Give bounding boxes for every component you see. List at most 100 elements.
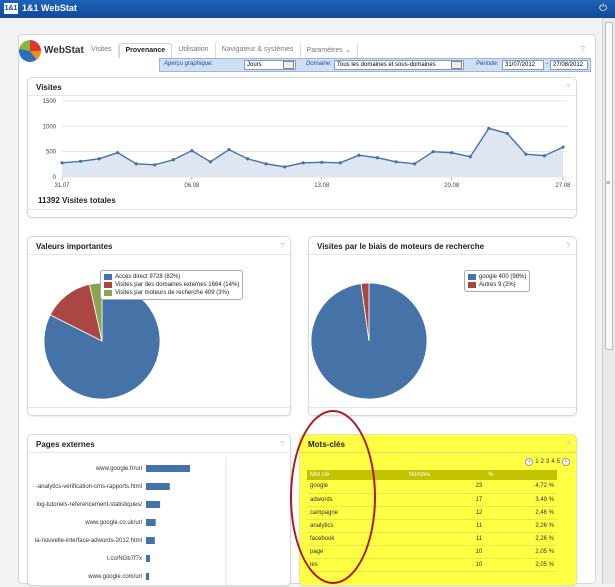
bar	[146, 483, 170, 490]
moteurs-legend: google 400 (98%) Autres 9 (2%)	[464, 270, 531, 292]
page-1[interactable]: 1	[535, 459, 539, 465]
divider	[28, 95, 576, 96]
data-point	[60, 161, 64, 165]
series-line	[61, 127, 564, 168]
power-icon[interactable]: ⏻	[599, 3, 607, 14]
tab-utilisation[interactable]: Utilisation	[172, 43, 216, 58]
bar-category-label: www.google.com/url	[87, 574, 142, 580]
legend-item: google 400 (98%)	[468, 273, 526, 281]
data-point	[227, 148, 231, 152]
tab-navigateur-systemes[interactable]: Navigateur & systèmes	[216, 43, 301, 58]
data-point	[505, 131, 509, 136]
tab-parametres-label: Paramètres	[306, 47, 343, 54]
data-point	[357, 153, 361, 157]
count-cell: 23	[405, 480, 486, 494]
x-tick-label: 13.08	[314, 183, 330, 189]
mots-cles-title: Mots-clés	[308, 440, 345, 449]
vertical-scrollbar[interactable]: ≡	[602, 18, 615, 584]
help-icon[interactable]: ?	[580, 45, 585, 54]
visites-title: Visites	[36, 83, 62, 92]
top-bar: 1&1 1&1 WebStat ⏻	[0, 0, 615, 18]
x-tick-label: 27.08	[555, 183, 571, 189]
keyword-cell: google	[307, 480, 406, 494]
header-count[interactable]: Nombre	[405, 470, 486, 480]
table-row: facebook 11 2,26 %	[307, 532, 557, 546]
data-point	[394, 160, 398, 164]
legend-swatch	[468, 274, 476, 280]
bar-category-label: www.google.fr/url	[95, 466, 142, 472]
legend-label: google 400 (98%)	[479, 274, 527, 280]
table-header-row: Mot clé Nombre %	[307, 470, 557, 480]
panel-footer	[309, 407, 576, 415]
help-icon[interactable]: ?	[566, 84, 570, 91]
bar	[146, 573, 150, 580]
prev-page-icon[interactable]: ‹	[525, 458, 534, 466]
bar-category-label: la-nouvelle-interface-adwords-2012.html	[35, 538, 142, 544]
bar	[146, 465, 190, 472]
data-point	[320, 160, 324, 164]
visites-total: 11392 Visites totales	[38, 196, 116, 205]
divider	[309, 254, 576, 255]
page-3[interactable]: 3	[545, 459, 550, 465]
data-point	[245, 157, 250, 161]
series-area	[62, 128, 563, 177]
help-icon[interactable]: ?	[566, 243, 570, 250]
count-cell: 10	[405, 545, 486, 559]
valeurs-legend: Accès direct 9728 (82%) Visites par des …	[100, 270, 244, 300]
valeurs-importantes-panel: Valeurs importantes ? Accès direct 9728 …	[27, 236, 291, 416]
pct-cell: 2,05 %	[485, 545, 557, 559]
apercu-select[interactable]: Jours	[244, 60, 296, 70]
legend-label: Visites par des domaines externes 1664 (…	[115, 282, 240, 288]
date-to-input[interactable]: 27/08/2012	[550, 60, 588, 70]
help-icon[interactable]: ?	[566, 441, 570, 448]
header-pct[interactable]: %	[485, 470, 557, 480]
date-from-input[interactable]: 31/07/2012	[502, 60, 544, 70]
scrollbar-thumb[interactable]	[605, 22, 613, 350]
header-keyword[interactable]: Mot clé	[307, 470, 406, 480]
data-point	[264, 162, 268, 166]
tab-visites[interactable]: Visites	[85, 43, 119, 58]
help-icon[interactable]: ?	[280, 441, 284, 448]
legend-swatch	[104, 290, 112, 296]
legend-label: Autres 9 (2%)	[479, 282, 516, 288]
keyword-cell: les	[307, 558, 406, 572]
table-row: les 10 2,05 %	[307, 558, 557, 572]
legend-item: Autres 9 (2%)	[468, 281, 526, 289]
data-point	[153, 163, 157, 167]
domaine-label: Domaine:	[306, 61, 332, 67]
legend-item: Accès direct 9728 (82%)	[104, 273, 239, 281]
y-tick-label: 0	[53, 175, 57, 181]
page-5[interactable]: 5	[556, 459, 560, 465]
page-2[interactable]: 2	[540, 459, 544, 465]
data-point	[208, 160, 213, 164]
data-point	[375, 156, 380, 160]
legend-swatch	[468, 282, 476, 288]
periode-label: Période:	[476, 61, 499, 67]
tab-provenance[interactable]: Provenance	[118, 43, 173, 58]
page-4[interactable]: 4	[551, 459, 555, 465]
pct-cell: 2,46 %	[485, 506, 557, 520]
y-tick-label: 1500	[43, 99, 57, 105]
count-cell: 11	[405, 519, 486, 533]
legend-swatch	[104, 282, 112, 288]
table-row: google 23 4,72 %	[307, 480, 557, 494]
webstat-brand: WebStat	[19, 40, 87, 62]
help-icon[interactable]: ?	[280, 243, 284, 250]
data-point	[542, 154, 547, 158]
visites-line-chart: 0 500 1000 1500 31.07 06.08 13.08 20.08 27.08	[43, 99, 572, 189]
bar-category-label: www.google.co.uk/url	[84, 520, 142, 526]
data-point	[450, 151, 454, 155]
data-point	[524, 152, 528, 156]
pages-externes-panel: Pages externes ? www.google.fr/url -analy…	[27, 434, 291, 587]
table-row: campagne 12 2,46 %	[307, 506, 557, 520]
tab-parametres[interactable]: Paramètres ⌄	[301, 43, 358, 58]
pct-cell: 4,72 %	[485, 480, 557, 494]
data-point	[561, 145, 565, 149]
table-row: analytics 11 2,26 %	[307, 519, 557, 533]
pages-externes-title: Pages externes	[36, 440, 95, 449]
count-cell: 10	[405, 558, 486, 572]
table-row: page 10 2,05 %	[307, 545, 557, 559]
domaine-select[interactable]: Tous les domaines et sous-domaines	[334, 60, 464, 70]
pct-cell: 2,26 %	[485, 519, 557, 533]
next-page-icon[interactable]: ›	[562, 458, 570, 466]
